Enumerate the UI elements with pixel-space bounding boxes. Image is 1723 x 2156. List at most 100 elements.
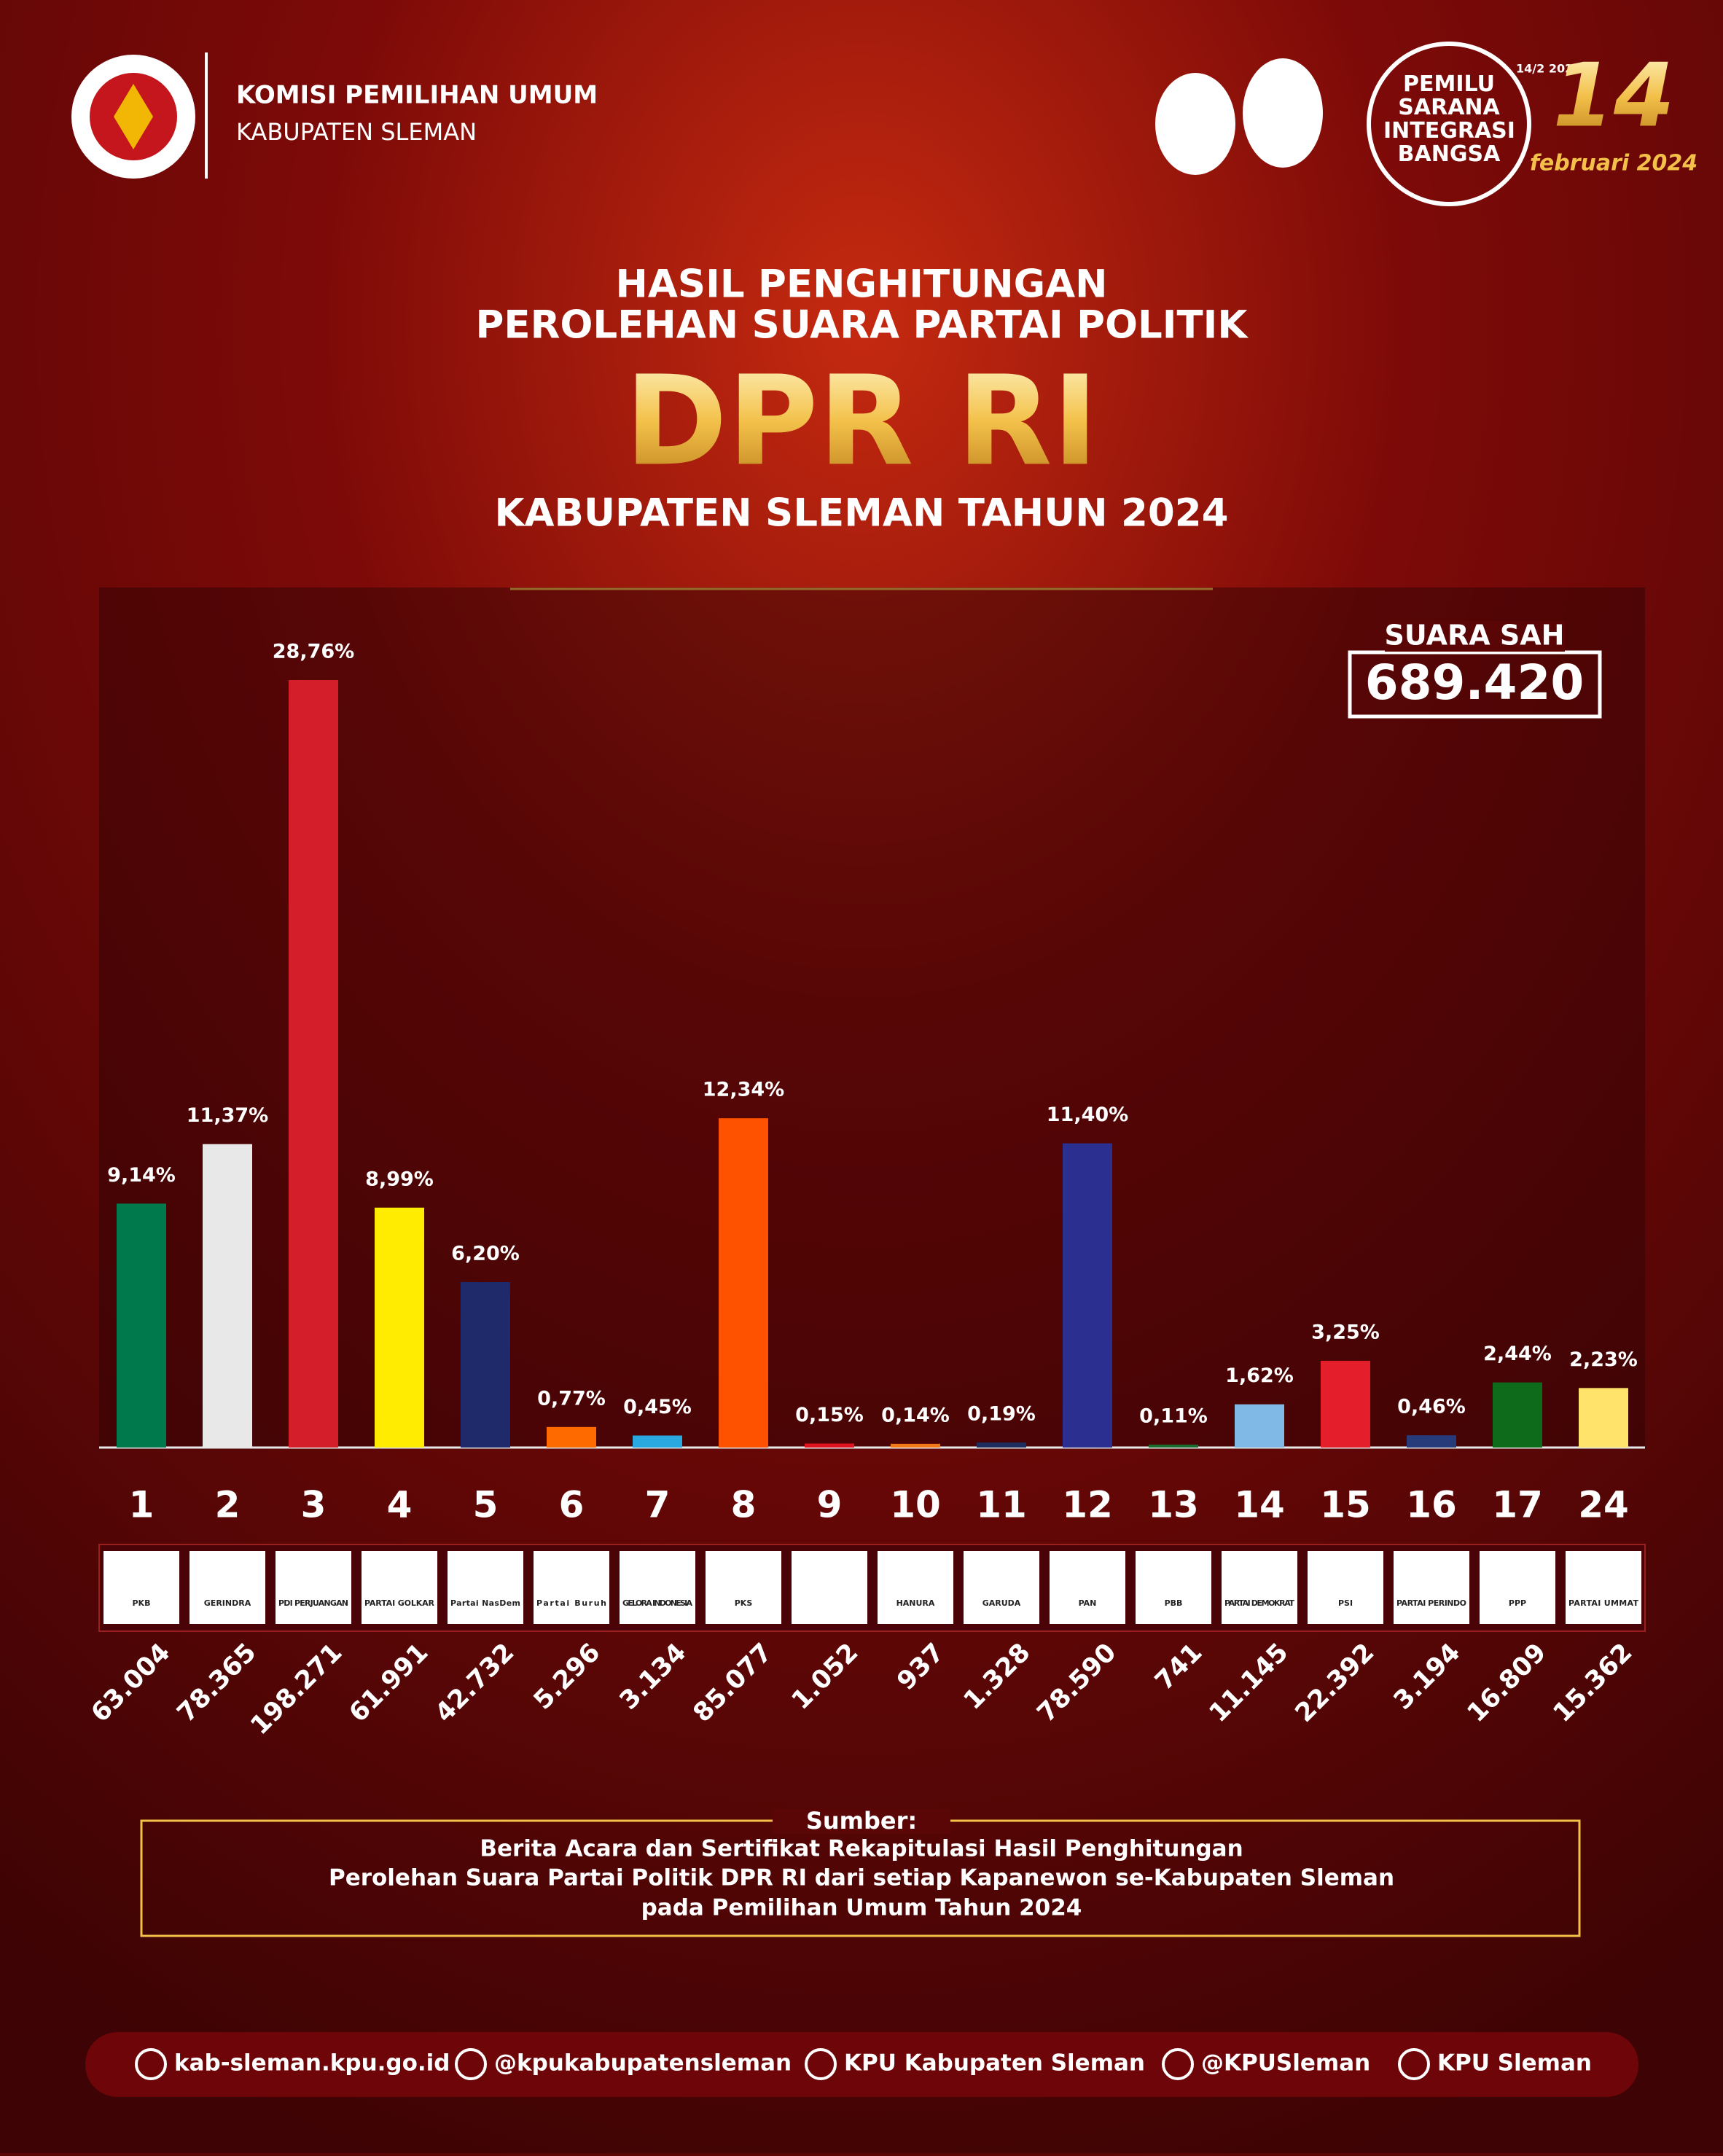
party-number: 13 [1148,1484,1199,1526]
party-logo [276,1551,351,1624]
party-logo-text: HANURA [896,1598,935,1608]
bar [977,1442,1026,1448]
month-year: februari 2024 [1530,151,1697,176]
footer-text: kab-sleman.kpu.go.id [174,2050,450,2077]
org-name: KOMISI PEMILIHAN UMUM [236,81,598,110]
party-logo [362,1551,437,1624]
value-label: 28,76% [273,641,354,663]
source-line: pada Pemilihan Umum Tahun 2024 [641,1895,1082,1921]
party-logo [448,1551,523,1624]
party-logo [190,1551,265,1624]
party-logo [1480,1551,1555,1624]
party-logo [1222,1551,1297,1624]
party-logo [1050,1551,1125,1624]
logo-strip [98,1544,1646,1632]
footer-text: KPU Kabupaten Sleman [844,2050,1145,2077]
party-logo [620,1551,695,1624]
party-logo-text: GELORA INDONESIA [622,1598,692,1608]
party-number: 24 [1578,1484,1629,1526]
footer-text: @KPUSleman [1201,2050,1370,2077]
bar [289,680,338,1448]
party-number: 7 [645,1484,671,1526]
party-logo-text: PKS [735,1598,753,1608]
party-logo-text: PBB [1165,1598,1183,1608]
bar [891,1443,940,1448]
total-box [1348,650,1602,719]
title-line: PEROLEHAN SUARA PARTAI POLITIK [476,303,1249,348]
party-logo [1394,1551,1469,1624]
party-number: 14 [1234,1484,1285,1526]
org-region: KABUPATEN SLEMAN [236,118,477,146]
bar [719,1118,768,1448]
value-label: 12,34% [703,1079,784,1101]
source-line: Perolehan Suara Partai Politik DPR RI da… [329,1865,1394,1891]
footer: kab-sleman.kpu.go.id @kpukabupatensleman K… [135,2048,1592,2080]
title-line: KABUPATEN SLEMAN TAHUN 2024 [494,491,1228,536]
total-value: 689.420 [1365,655,1585,711]
source-line: Berita Acara dan Sertifikat Rekapitulasi… [480,1836,1243,1862]
footer-icon [1162,2048,1194,2080]
footer-icon [805,2048,837,2080]
party-number: 15 [1320,1484,1371,1526]
mascot [1155,73,1235,175]
bar [1149,1444,1198,1448]
value-label: 11,40% [1047,1104,1128,1126]
party-logo-text: Partai Buruh [536,1598,606,1608]
value-label: 0,77% [537,1387,606,1410]
bar [117,1203,166,1448]
party-logo-text: Partai NasDem [450,1598,520,1608]
party-number: 16 [1406,1484,1457,1526]
value-label: 8,99% [365,1168,434,1190]
bar [1235,1404,1284,1448]
footer-icon [455,2048,487,2080]
party-number: 3 [301,1484,327,1526]
value-label: 0,15% [795,1404,864,1426]
bar [805,1443,854,1448]
party-number: 5 [473,1484,499,1526]
party-number: 10 [890,1484,941,1526]
party-logo [792,1551,867,1624]
source-heading-bg [773,1809,950,1834]
party-logo-text: PARTAI DEMOKRAT [1224,1598,1294,1608]
party-logo-text: GERINDRA [204,1598,251,1608]
value-label: 0,19% [967,1403,1036,1426]
party-logo [706,1551,781,1624]
party-logo [534,1551,609,1624]
bar [633,1435,682,1448]
bar [461,1281,510,1448]
value-label: 3,25% [1311,1321,1380,1344]
title-line: HASIL PENGHITUNGAN [616,262,1108,307]
party-logo-text: PARTAI UMMAT [1568,1598,1638,1608]
badge [1367,42,1531,206]
value-label: 0,45% [623,1396,692,1418]
garuda-icon [114,84,153,149]
party-number: 1 [129,1484,155,1526]
party-logo [964,1551,1039,1624]
total-label-bg [1385,621,1565,652]
source-heading: Sumber: [806,1807,917,1835]
party-number: 6 [559,1484,585,1526]
party-logo-text: PKB [133,1598,151,1608]
value-label: 2,23% [1569,1348,1638,1371]
bar [1493,1382,1542,1448]
value-label: 9,14% [107,1164,176,1187]
party-logo-text: GARUDA [982,1598,1021,1608]
party-number: 2 [215,1484,241,1526]
total-label: SUARA SAH [1385,620,1565,652]
party-number: 11 [976,1484,1027,1526]
bar [1579,1388,1628,1448]
party-number: 9 [817,1484,843,1526]
party-logo [878,1551,953,1624]
party-logo-text: PARTAI GOLKAR [364,1598,435,1608]
party-logo-text: PPP [1509,1598,1526,1608]
value-label: 11,37% [187,1104,268,1127]
bar [203,1144,252,1448]
party-number: 17 [1492,1484,1543,1526]
chart-panel [99,587,1645,1449]
badge-text: PEMILU SARANA INTEGRASI BANGSA [1383,73,1515,167]
bar [1407,1435,1456,1448]
value-label: 1,62% [1225,1364,1294,1387]
value-label: 2,44% [1483,1343,1552,1365]
